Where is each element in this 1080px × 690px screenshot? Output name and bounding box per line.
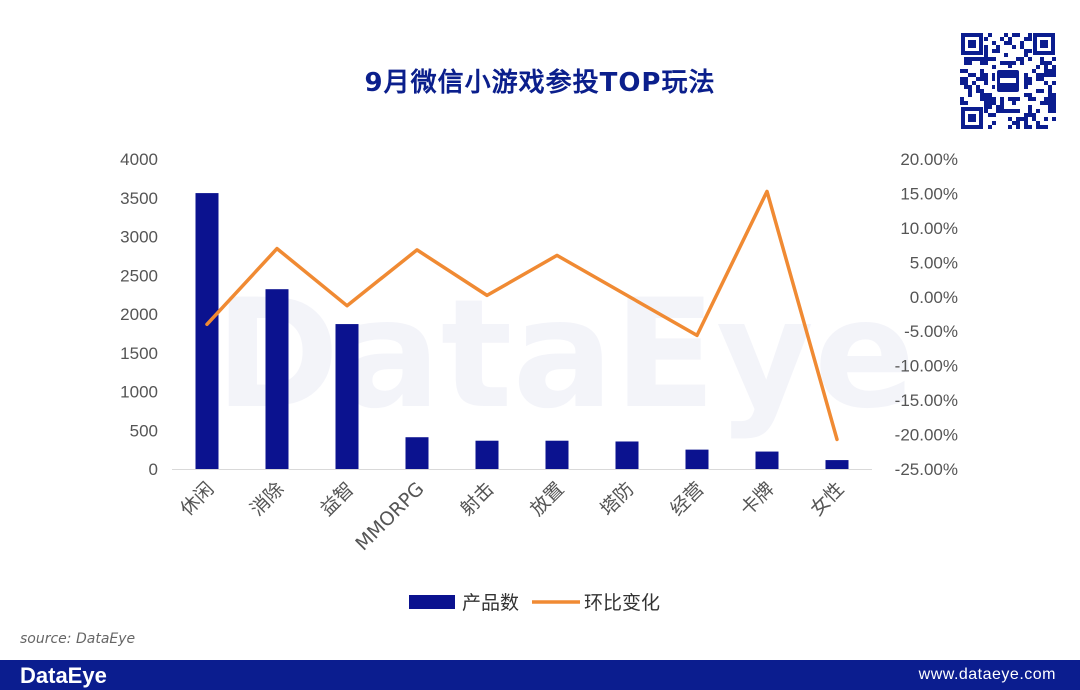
- right-tick-label: 10.00%: [900, 219, 958, 238]
- category-label: 益智: [316, 478, 358, 520]
- footer-bar: DataEye www.dataeye.com: [0, 660, 1080, 690]
- left-axis: 0 500 1000 1500 2000 2500 3000 3500 4000: [120, 150, 158, 479]
- category-label: 消除: [246, 478, 288, 520]
- right-tick-label: -15.00%: [895, 391, 958, 410]
- bar: [685, 449, 709, 469]
- right-axis: -25.00% -20.00% -15.00% -10.00% -5.00% 0.00% 5…: [895, 150, 958, 479]
- category-label: 女性: [806, 478, 848, 520]
- right-tick-label: 5.00%: [910, 253, 958, 272]
- category-label: 射击: [456, 478, 498, 520]
- right-tick-label: -5.00%: [904, 322, 958, 341]
- chart-title: 9月微信小游戏参投TOP玩法: [364, 68, 716, 98]
- legend-line-label: 环比变化: [584, 592, 660, 614]
- bar: [265, 289, 289, 469]
- bar: [545, 440, 569, 469]
- right-tick-label: 15.00%: [900, 184, 958, 203]
- legend: 产品数 环比变化: [409, 592, 660, 614]
- left-tick-label: 2500: [120, 266, 158, 285]
- bar: [405, 437, 429, 469]
- left-tick-label: 4000: [120, 150, 158, 169]
- category-label: MMORPG: [351, 478, 428, 555]
- bar: [195, 193, 219, 469]
- category-label: 休闲: [176, 478, 218, 520]
- bar: [825, 460, 849, 469]
- left-tick-label: 1000: [120, 383, 158, 402]
- left-tick-label: 3000: [120, 228, 158, 247]
- left-tick-label: 2000: [120, 305, 158, 324]
- bar-series: [195, 193, 849, 469]
- footer-brand: DataEye: [20, 663, 107, 688]
- footer-url[interactable]: www.dataeye.com: [918, 666, 1056, 683]
- left-tick-label: 0: [149, 460, 158, 479]
- combo-chart: 0 500 1000 1500 2000 2500 3000 3500 4000 -25.00%…: [120, 150, 958, 614]
- category-label: 放置: [526, 478, 568, 520]
- right-tick-label: 20.00%: [900, 150, 958, 169]
- bar: [755, 451, 779, 469]
- left-tick-label: 500: [130, 421, 158, 440]
- line-series: [205, 189, 839, 442]
- legend-bar-label: 产品数: [462, 592, 519, 614]
- category-label: 塔防: [596, 478, 638, 520]
- qr-code-icon: [960, 32, 1056, 130]
- bar: [475, 440, 499, 469]
- right-tick-label: -20.00%: [895, 426, 958, 445]
- right-tick-label: 0.00%: [910, 288, 958, 307]
- category-label: 卡牌: [736, 478, 778, 520]
- legend-bar-swatch: [409, 595, 455, 609]
- left-tick-label: 1500: [120, 344, 158, 363]
- right-tick-label: -10.00%: [895, 357, 958, 376]
- right-tick-label: -25.00%: [895, 460, 958, 479]
- category-label: 经营: [666, 478, 708, 520]
- source-note: source: DataEye: [20, 631, 136, 647]
- bar: [335, 324, 359, 469]
- bar: [615, 441, 639, 469]
- left-tick-label: 3500: [120, 189, 158, 208]
